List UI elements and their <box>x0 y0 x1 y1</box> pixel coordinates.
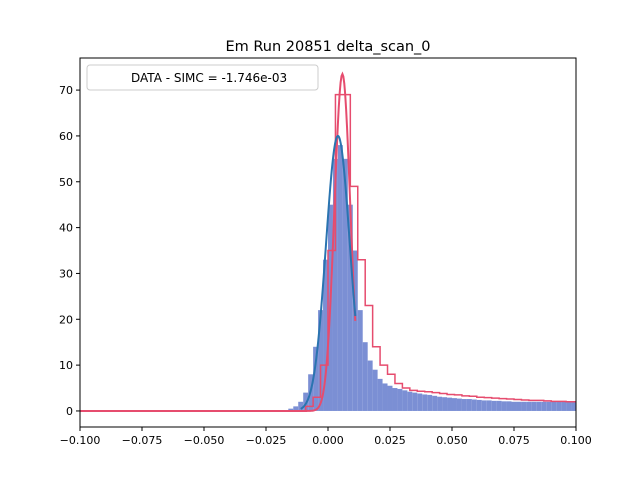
y-tick-label: 70 <box>59 84 73 97</box>
y-tick-label: 50 <box>59 176 73 189</box>
data-bar <box>347 204 353 411</box>
data-bar <box>392 388 398 411</box>
data-bar <box>461 399 467 411</box>
data-fit-curve <box>300 134 357 410</box>
x-tick-label: −0.100 <box>60 434 101 447</box>
data-bar <box>382 383 388 411</box>
data-bar <box>372 369 378 411</box>
data-bar <box>456 398 462 411</box>
data-bar <box>427 394 433 411</box>
y-tick-label: 40 <box>59 222 73 235</box>
data-bar <box>362 342 368 411</box>
data-bar <box>357 310 363 411</box>
data-bar <box>541 401 547 411</box>
data-bar <box>551 401 557 411</box>
x-axis: −0.100 −0.075 −0.050 −0.025 0.000 0.025 0.050 0… <box>60 427 592 447</box>
y-tick-label: 20 <box>59 313 73 326</box>
data-bar <box>422 394 428 411</box>
data-bar <box>496 400 502 411</box>
data-bar <box>367 360 373 411</box>
data-bar <box>506 401 512 411</box>
data-bar <box>476 399 482 411</box>
data-bar <box>387 385 393 411</box>
data-bar <box>337 145 343 411</box>
data-bar <box>481 400 487 411</box>
simc-histogram <box>304 93 576 411</box>
x-tick-label: −0.050 <box>184 434 225 447</box>
data-bar <box>313 346 319 411</box>
data-bar <box>486 400 492 411</box>
data-bar <box>298 401 304 411</box>
x-tick-label: 0.100 <box>560 434 592 447</box>
data-bar <box>417 393 423 411</box>
data-bar <box>402 390 408 411</box>
data-bar <box>501 401 507 411</box>
data-bar <box>342 158 348 411</box>
data-bar <box>516 401 522 411</box>
data-bar <box>536 401 542 411</box>
data-bar <box>546 401 552 411</box>
data-bar <box>303 392 309 411</box>
x-tick-label: 0.075 <box>498 434 530 447</box>
data-bar <box>318 310 324 411</box>
y-tick-label: 30 <box>59 267 73 280</box>
legend-box <box>86 64 319 91</box>
x-tick-label: 0.050 <box>436 434 468 447</box>
simc-step-line <box>304 93 576 411</box>
y-tick-label: 60 <box>59 130 73 143</box>
data-bar <box>323 259 328 411</box>
data-bar <box>556 401 562 411</box>
y-tick-label: 0 <box>66 405 73 418</box>
data-bar <box>566 401 572 411</box>
data-bar <box>471 399 477 411</box>
x-tick-label: 0.025 <box>374 434 406 447</box>
data-bar <box>377 378 383 411</box>
data-bar <box>452 398 457 411</box>
data-bar <box>526 401 532 411</box>
data-bar <box>288 408 294 411</box>
data-bar <box>432 395 438 411</box>
data-bar <box>466 399 472 411</box>
data-bar <box>293 406 299 411</box>
y-axis: 0 10 20 30 40 50 60 70 <box>59 84 80 418</box>
legend: DATA - SIMC = -1.746e-03 <box>86 64 319 91</box>
data-bar <box>442 397 448 411</box>
data-bar <box>397 388 403 411</box>
data-bar <box>491 400 497 411</box>
x-tick-label: −0.075 <box>122 434 163 447</box>
data-bar <box>447 397 452 411</box>
chart-title: Em Run 20851 delta_scan_0 <box>225 39 430 55</box>
x-tick-label: 0.000 <box>312 434 344 447</box>
data-bar <box>352 250 358 411</box>
data-bar <box>511 401 517 411</box>
fit-curves <box>80 71 357 412</box>
data-bar <box>437 396 443 411</box>
y-tick-label: 10 <box>59 359 73 372</box>
data-bar <box>571 401 576 411</box>
data-bar <box>332 158 338 411</box>
data-bar <box>531 401 537 411</box>
data-bar <box>521 401 527 411</box>
x-tick-label: −0.025 <box>246 434 287 447</box>
legend-entry: DATA - SIMC = -1.746e-03 <box>131 71 287 85</box>
data-bar <box>412 392 418 411</box>
data-bar <box>407 391 413 411</box>
simc-fit-curve <box>80 71 357 412</box>
data-bar <box>561 401 567 411</box>
